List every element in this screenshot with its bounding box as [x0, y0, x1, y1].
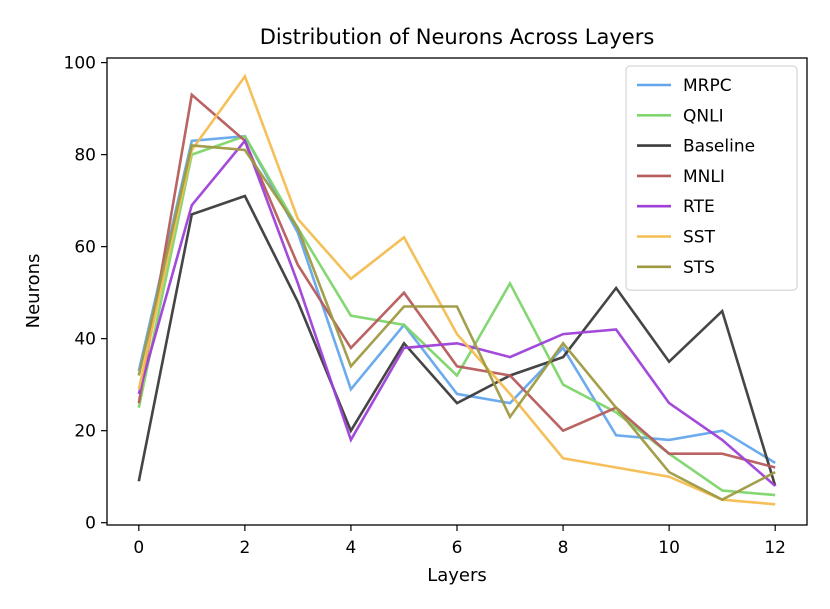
series-line-sst [137, 73, 776, 506]
legend-label-qnli: QNLI [683, 106, 724, 126]
legend-label-rte: RTE [683, 197, 715, 217]
y-tick-label: 100 [64, 54, 96, 74]
series-line-sts [137, 144, 776, 502]
x-tick-label: 4 [346, 538, 357, 558]
x-axis-label: Layers [427, 565, 487, 586]
x-axis: 0 2 4 6 8 10 12 [133, 525, 786, 558]
legend-label-baseline: Baseline [683, 137, 755, 157]
legend-box [625, 65, 798, 291]
y-tick-label: 40 [74, 330, 96, 350]
y-tick-label: 60 [74, 238, 96, 258]
y-axis-label: Neurons [23, 254, 44, 329]
x-tick-label: 10 [658, 538, 680, 558]
series-line-rte [137, 138, 777, 487]
x-tick-label: 12 [764, 538, 786, 558]
legend-label-sst: SST [683, 228, 716, 248]
y-tick-label: 80 [74, 146, 96, 166]
legend-label-mrpc: MRPC [683, 76, 732, 96]
legend-label-mnli: MNLI [683, 167, 725, 187]
plot-lines [137, 73, 777, 506]
series-line-baseline [137, 194, 777, 487]
legend: MRPC QNLI Baseline MNLI RTE SST STS [625, 65, 798, 291]
x-tick-label: 6 [452, 538, 463, 558]
y-axis: 0 20 40 60 80 100 [64, 54, 107, 534]
x-tick-label: 2 [239, 538, 250, 558]
x-tick-label: 8 [558, 538, 569, 558]
y-tick-label: 20 [74, 422, 96, 442]
legend-label-sts: STS [683, 258, 715, 278]
y-tick-label: 0 [85, 514, 96, 534]
chart-title: Distribution of Neurons Across Layers [260, 25, 655, 49]
x-tick-label: 0 [133, 538, 144, 558]
